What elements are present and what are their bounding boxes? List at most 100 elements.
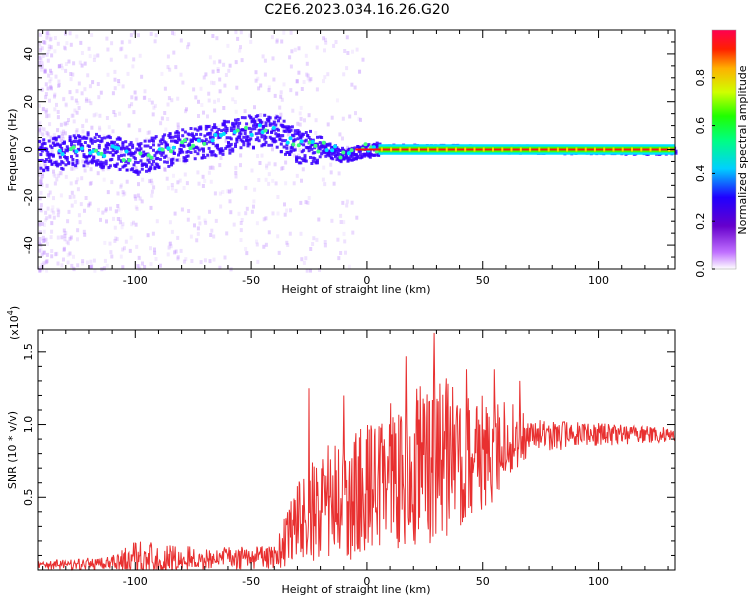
noise-cell (330, 115, 334, 120)
noise-cell (53, 174, 57, 178)
band-cell (264, 124, 268, 128)
colorbar-tick-label: 0.8 (694, 69, 707, 87)
noise-cell (67, 209, 71, 214)
noise-cell (182, 186, 186, 190)
noise-cell (38, 241, 42, 246)
band-cell (160, 153, 164, 157)
x-tick-label: -50 (242, 274, 260, 287)
noise-cell (239, 228, 243, 233)
band-cell (339, 159, 343, 162)
noise-cell (67, 118, 70, 122)
noise-cell (181, 80, 185, 85)
noise-cell (44, 52, 48, 57)
noise-cell (51, 205, 55, 210)
noise-cell (63, 131, 67, 136)
band-cell (86, 131, 90, 135)
band-cell (174, 135, 178, 138)
noise-cell (271, 211, 275, 216)
noise-cell (163, 86, 167, 91)
x-tick-label: 0 (363, 575, 370, 588)
band-cell (190, 139, 194, 143)
noise-cell (172, 31, 176, 36)
noise-cell (124, 239, 128, 244)
noise-cell (72, 61, 76, 66)
band-cell (231, 147, 235, 151)
core-cell (316, 149, 321, 154)
noise-cell (140, 199, 144, 204)
band-cell (284, 152, 287, 156)
noise-cell (218, 77, 222, 82)
noise-cell (346, 51, 350, 55)
band-cell (304, 159, 308, 163)
noise-cell (40, 221, 44, 226)
noise-cell (272, 77, 276, 82)
noise-cell (289, 64, 293, 69)
band-cell (317, 145, 321, 149)
noise-cell (276, 234, 280, 239)
band-cell (324, 146, 328, 150)
ridge-cell (501, 147, 504, 152)
noise-cell (149, 31, 153, 36)
band-cell (225, 136, 229, 140)
noise-cell (93, 54, 97, 59)
noise-cell (262, 217, 266, 222)
noise-cell (48, 98, 51, 103)
noise-cell (43, 163, 47, 168)
noise-cell (323, 48, 326, 53)
noise-cell (233, 100, 237, 104)
noise-cell (43, 218, 47, 223)
noise-cell (337, 171, 341, 176)
band-cell (300, 157, 304, 161)
noise-cell (342, 231, 346, 236)
band-cell (238, 134, 242, 138)
noise-cell (70, 113, 74, 118)
band-cell (104, 162, 108, 166)
noise-cell (70, 263, 74, 268)
svg-text:(x104): (x104) (6, 306, 21, 340)
noise-cell (341, 116, 345, 121)
noise-cell (292, 181, 296, 186)
noise-cell (324, 40, 328, 45)
noise-cell (88, 201, 92, 206)
noise-cell (291, 108, 295, 113)
band-cell (118, 168, 122, 171)
band-cell (203, 155, 207, 159)
band-cell (86, 133, 90, 137)
core-cell (60, 152, 65, 157)
noise-cell (345, 66, 349, 71)
band-cell (103, 148, 107, 152)
band-cell (71, 163, 75, 167)
ridge-cell (621, 147, 624, 152)
band-cell (152, 160, 155, 163)
noise-cell (49, 45, 53, 50)
noise-cell (267, 181, 271, 186)
noise-cell (53, 92, 57, 97)
noise-cell (263, 72, 267, 77)
noise-cell (208, 55, 212, 60)
noise-cell (267, 230, 271, 235)
band-cell (215, 130, 219, 134)
core-cell (196, 138, 201, 143)
noise-cell (110, 254, 114, 259)
noise-cell (173, 211, 177, 216)
core-cell (102, 154, 107, 158)
noise-cell (252, 199, 256, 204)
noise-cell (69, 235, 73, 240)
noise-cell (228, 63, 232, 68)
noise-cell (84, 98, 88, 103)
noise-cell (44, 237, 48, 242)
noise-cell (198, 221, 202, 226)
noise-cell (351, 49, 354, 54)
band-cell (302, 132, 306, 136)
noise-cell (114, 236, 118, 241)
band-cell (152, 143, 155, 147)
noise-cell (210, 165, 214, 170)
noise-cell (69, 72, 73, 76)
band-cell (249, 115, 253, 119)
noise-cell (63, 230, 67, 235)
band-cell (193, 150, 197, 154)
noise-cell (202, 75, 206, 80)
band-cell (177, 134, 180, 138)
core-cell (363, 142, 368, 147)
noise-cell (102, 177, 106, 182)
